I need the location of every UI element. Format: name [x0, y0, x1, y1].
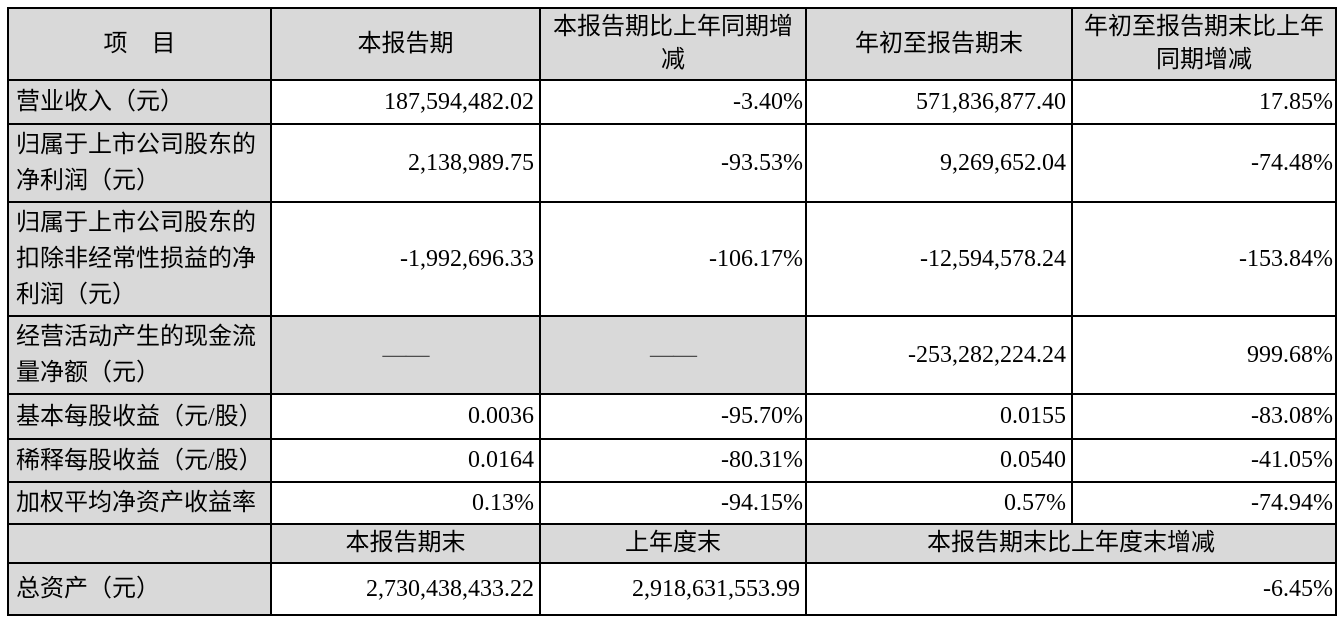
row-label: 经营活动产生的现金流量净额（元）	[7, 315, 272, 395]
subheader-end-prior-year: 上年度末	[539, 523, 807, 564]
value-cell: 999.68%	[1071, 315, 1337, 395]
row-label: 归属于上市公司股东的净利润（元）	[7, 123, 272, 203]
table-row-net-profit-excl-nonrecurring: 归属于上市公司股东的扣除非经常性损益的净利润（元） -1,992,696.33 …	[7, 201, 1337, 317]
row-label: 营业收入（元）	[7, 79, 272, 125]
value-cell: 2,918,631,553.99	[539, 562, 807, 616]
header-current-vs-prior: 本报告期比上年同期增减	[539, 7, 807, 81]
value-cell: -41.05%	[1071, 438, 1337, 483]
dash-placeholder-cell: ——	[270, 315, 541, 395]
table-row-weighted-avg-roe: 加权平均净资产收益率 0.13% -94.15% 0.57% -74.94%	[7, 481, 1337, 525]
value-cell: 2,138,989.75	[270, 123, 541, 203]
subheader-row: 本报告期末 上年度末 本报告期末比上年度末增减	[7, 523, 1337, 564]
value-cell: 0.13%	[270, 481, 541, 525]
value-cell: 17.85%	[1071, 79, 1337, 125]
value-cell: 0.0155	[805, 393, 1073, 440]
value-cell: 0.0036	[270, 393, 541, 440]
table-row-operating-cash-flow: 经营活动产生的现金流量净额（元） —— —— -253,282,224.24 9…	[7, 315, 1337, 395]
header-current-period: 本报告期	[270, 7, 541, 81]
value-cell: -1,992,696.33	[270, 201, 541, 317]
row-label: 基本每股收益（元/股）	[7, 393, 272, 440]
value-cell: 0.0540	[805, 438, 1073, 483]
value-cell: -3.40%	[539, 79, 807, 125]
row-label: 归属于上市公司股东的扣除非经常性损益的净利润（元）	[7, 201, 272, 317]
value-cell: -95.70%	[539, 393, 807, 440]
row-label: 总资产（元）	[7, 562, 272, 616]
value-cell: -83.08%	[1071, 393, 1337, 440]
financial-summary-table: 项 目 本报告期 本报告期比上年同期增减 年初至报告期末 年初至报告期末比上年同…	[7, 7, 1337, 616]
value-cell: 187,594,482.02	[270, 79, 541, 125]
value-cell: -93.53%	[539, 123, 807, 203]
value-cell: 0.0164	[270, 438, 541, 483]
header-ytd-vs-prior: 年初至报告期末比上年同期增减	[1071, 7, 1337, 81]
row-label: 稀释每股收益（元/股）	[7, 438, 272, 483]
value-cell: -74.48%	[1071, 123, 1337, 203]
value-cell: -74.94%	[1071, 481, 1337, 525]
value-cell: -106.17%	[539, 201, 807, 317]
table-row-basic-eps: 基本每股收益（元/股） 0.0036 -95.70% 0.0155 -83.08…	[7, 393, 1337, 440]
table-row-revenue: 营业收入（元） 187,594,482.02 -3.40% 571,836,87…	[7, 79, 1337, 125]
value-cell: 0.57%	[805, 481, 1073, 525]
subheader-empty-cell	[7, 523, 272, 564]
table-row-total-assets: 总资产（元） 2,730,438,433.22 2,918,631,553.99…	[7, 562, 1337, 616]
value-cell: -80.31%	[539, 438, 807, 483]
header-ytd: 年初至报告期末	[805, 7, 1073, 81]
row-label: 加权平均净资产收益率	[7, 481, 272, 525]
header-row: 项 目 本报告期 本报告期比上年同期增减 年初至报告期末 年初至报告期末比上年同…	[7, 7, 1337, 81]
subheader-end-current: 本报告期末	[270, 523, 541, 564]
value-cell: -12,594,578.24	[805, 201, 1073, 317]
value-cell: 2,730,438,433.22	[270, 562, 541, 616]
value-cell: -6.45%	[805, 562, 1337, 616]
table-row-net-profit: 归属于上市公司股东的净利润（元） 2,138,989.75 -93.53% 9,…	[7, 123, 1337, 203]
value-cell: -94.15%	[539, 481, 807, 525]
header-item: 项 目	[7, 7, 272, 81]
table-row-diluted-eps: 稀释每股收益（元/股） 0.0164 -80.31% 0.0540 -41.05…	[7, 438, 1337, 483]
value-cell: 571,836,877.40	[805, 79, 1073, 125]
value-cell: -253,282,224.24	[805, 315, 1073, 395]
value-cell: 9,269,652.04	[805, 123, 1073, 203]
subheader-end-change: 本报告期末比上年度末增减	[805, 523, 1337, 564]
dash-placeholder-cell: ——	[539, 315, 807, 395]
value-cell: -153.84%	[1071, 201, 1337, 317]
